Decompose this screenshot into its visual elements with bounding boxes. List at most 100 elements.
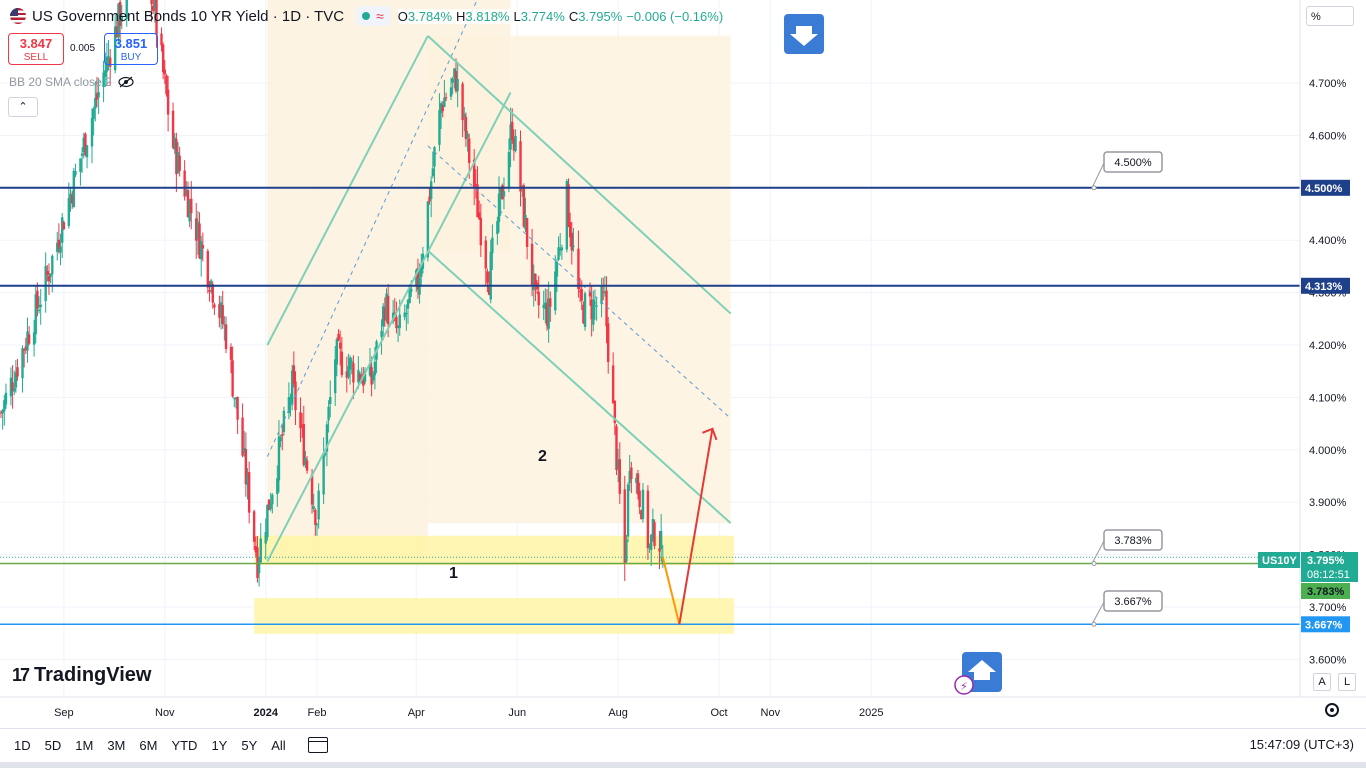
candle-body — [264, 532, 267, 544]
timeframe-6m[interactable]: 6M — [139, 737, 158, 753]
status-pills[interactable]: ≈ — [356, 6, 390, 26]
candle — [653, 519, 656, 550]
candle-body — [466, 133, 469, 138]
candle-body — [555, 261, 559, 277]
candle-body — [600, 286, 603, 305]
candle — [201, 232, 205, 262]
ohlc-open-label: O — [397, 8, 408, 24]
tradingview-logo[interactable]: 17 TradingView — [12, 664, 151, 687]
sell-price: 3.847 — [19, 36, 53, 51]
eye-hidden-icon[interactable] — [118, 76, 134, 88]
candle-body — [507, 152, 511, 188]
candle — [567, 178, 570, 228]
candle — [11, 365, 14, 409]
timeframe-1y[interactable]: 1Y — [211, 737, 228, 753]
auto-scale-button[interactable]: A — [1313, 673, 1331, 691]
candle-body — [456, 79, 459, 92]
timeframe-3m[interactable]: 3M — [107, 737, 126, 753]
candle-body — [79, 158, 82, 172]
candle — [429, 176, 433, 218]
wave-label-2: 2 — [538, 448, 547, 465]
ohlc-change-value: −0.006 (−0.16%) — [626, 8, 724, 24]
candle-body — [46, 271, 49, 275]
candle-body — [357, 370, 360, 383]
candle-body — [223, 324, 226, 326]
candle — [34, 286, 37, 344]
log-scale-button[interactable]: L — [1338, 673, 1356, 691]
candle — [464, 112, 468, 147]
candle — [385, 288, 388, 323]
candle-body — [155, 0, 158, 35]
candle — [188, 198, 191, 228]
candle-body — [289, 399, 292, 401]
buy-button[interactable]: 3.851 BUY — [104, 33, 158, 65]
candle — [593, 289, 597, 320]
candle — [125, 0, 128, 27]
candle-body — [299, 412, 302, 429]
delayed-data-icon: ≈ — [376, 8, 384, 24]
candle-body — [236, 396, 239, 420]
candle-body — [209, 280, 213, 288]
sell-button[interactable]: 3.847 SELL — [8, 33, 64, 65]
timeframe-all[interactable]: All — [271, 737, 286, 753]
candle-body — [509, 124, 512, 150]
candle — [166, 75, 170, 132]
candle — [165, 73, 168, 97]
clock[interactable]: 15:47:09 (UTC+3) — [1249, 737, 1354, 752]
callout-4500: 4.500% — [1091, 151, 1163, 191]
candle-body — [603, 292, 607, 294]
ohlc-close-label: C — [568, 8, 579, 24]
timeframe-ytd[interactable]: YTD — [171, 737, 198, 753]
timeframe-1m[interactable]: 1M — [75, 737, 94, 753]
timeframe-5y[interactable]: 5Y — [241, 737, 258, 753]
candle-body — [530, 243, 534, 286]
candle-body — [636, 473, 640, 495]
candle-body — [80, 153, 84, 156]
timeframe-5d[interactable]: 5D — [44, 737, 62, 753]
symbol-title[interactable]: US Government Bonds 10 YR Yield · 1D · T… — [32, 7, 345, 25]
candle-body — [444, 97, 448, 99]
scale-unit-button[interactable]: % — [1306, 6, 1354, 26]
candle — [150, 0, 153, 22]
candle — [266, 504, 269, 541]
ohlc-open-value: 3.784% — [407, 8, 452, 24]
candle-body — [11, 382, 14, 391]
candle — [477, 200, 481, 220]
candles — [0, 0, 664, 587]
candle-body — [441, 104, 444, 112]
candle — [443, 79, 446, 108]
down-arrow-icon — [784, 14, 824, 54]
candle-body — [196, 221, 200, 238]
timeframe-1d[interactable]: 1D — [14, 737, 31, 753]
ohlc-low-label: L — [513, 8, 521, 24]
price-chart[interactable]: ⚡ 1 2 4.500% 3.783% 3.667% 4.700% 4.600% 4.500% 4… — [0, 0, 1366, 728]
candle — [27, 326, 31, 346]
candle — [560, 244, 564, 260]
candle-body — [396, 327, 400, 329]
candle — [337, 329, 340, 342]
candle — [646, 485, 650, 560]
gear-icon[interactable] — [1325, 703, 1339, 717]
candle-body — [74, 170, 77, 176]
candle — [259, 523, 262, 564]
candle-body — [463, 113, 466, 117]
candle-body — [428, 196, 431, 202]
candle-body — [188, 200, 191, 222]
candle-body — [381, 306, 385, 327]
candle — [223, 315, 226, 341]
candle-body — [588, 291, 592, 297]
indicator-legend[interactable]: BB 20 SMA close 2 — [9, 75, 134, 89]
svg-text:⚡: ⚡ — [960, 680, 968, 693]
candle — [525, 217, 529, 260]
rising-channel-box — [267, 0, 428, 562]
candle — [256, 535, 259, 583]
calendar-icon[interactable] — [307, 737, 328, 753]
collapse-legend-button[interactable]: ⌃ — [8, 97, 38, 117]
candle-body — [120, 15, 123, 22]
candle-body — [165, 75, 168, 95]
callout-3667-text: 3.667% — [1114, 596, 1152, 608]
candle-body — [37, 309, 41, 312]
candle-body — [410, 288, 413, 292]
candle — [292, 351, 296, 388]
candle-body — [372, 374, 375, 381]
